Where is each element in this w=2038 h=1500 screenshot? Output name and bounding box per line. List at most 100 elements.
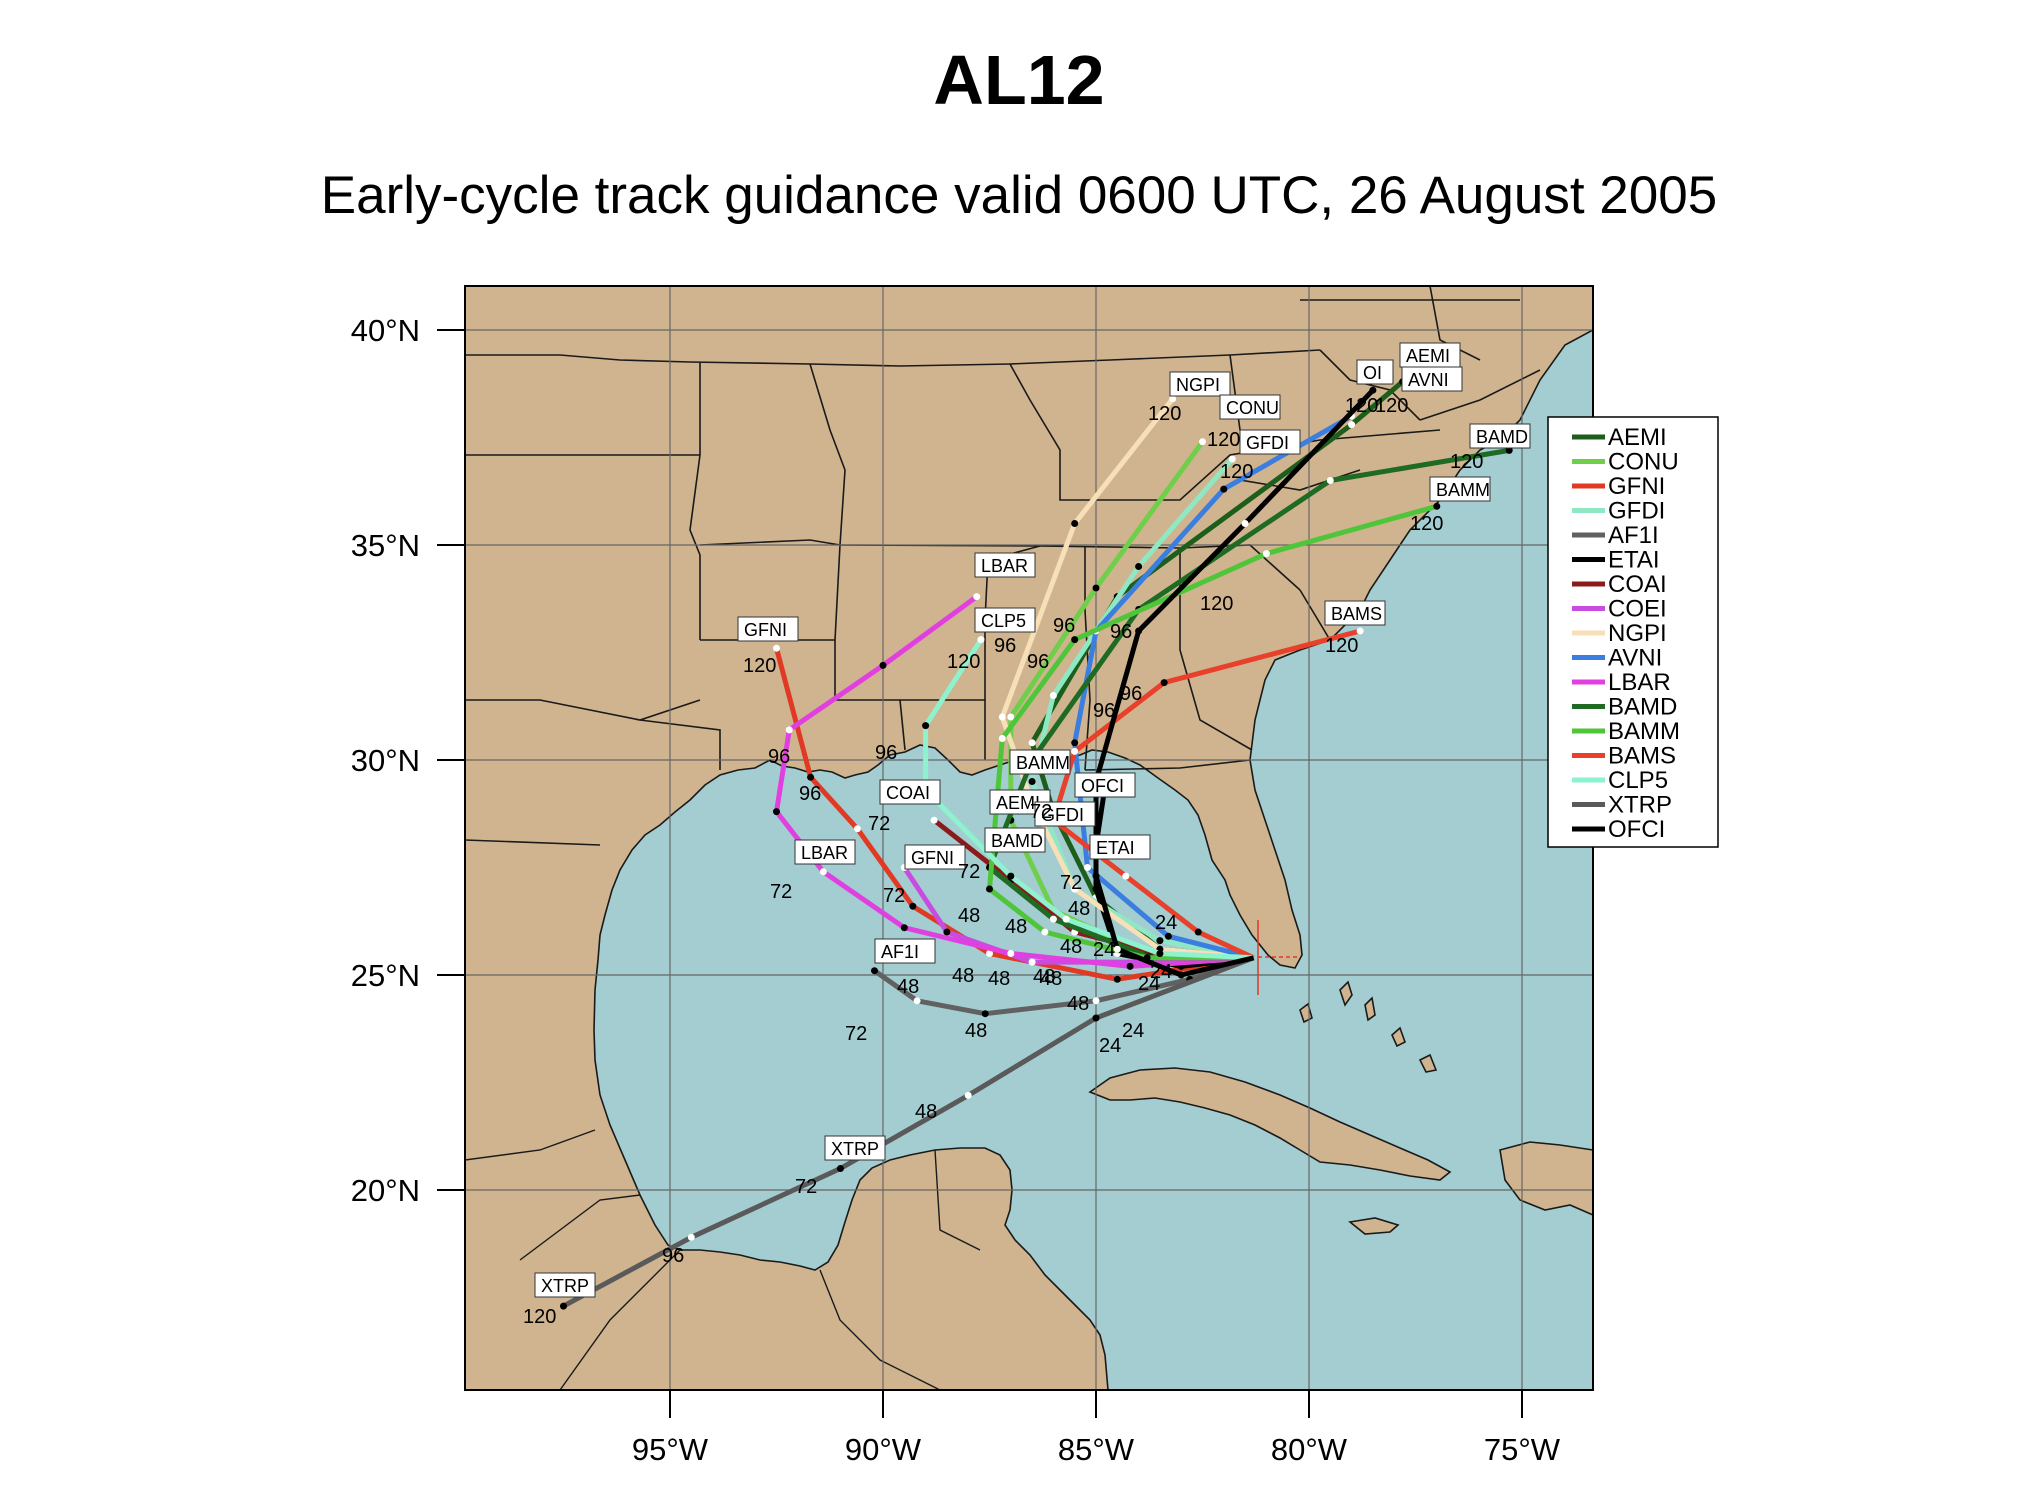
track-point <box>1113 945 1121 953</box>
forecast-hour-label: 96 <box>1093 700 1115 722</box>
track-label-text: OI <box>1363 363 1382 383</box>
legend-label: BAMM <box>1608 718 1680 745</box>
lon-label-95w: 95°W <box>632 1432 709 1467</box>
land-cuba <box>1088 1067 1452 1181</box>
track-label: BAMM <box>1009 749 1071 775</box>
legend-label: GFDI <box>1608 498 1665 525</box>
track-point <box>1369 386 1377 394</box>
track-label: CLP5 <box>974 607 1036 633</box>
legend-label: AVNI <box>1608 645 1662 672</box>
track-point <box>1092 1014 1100 1022</box>
track-point <box>909 902 917 910</box>
track-point <box>1028 739 1036 747</box>
forecast-hour-label: 48 <box>958 905 980 927</box>
track-point <box>1071 739 1079 747</box>
lat-label-25n: 25°N <box>351 958 420 993</box>
forecast-hour-label: 48 <box>1060 936 1082 958</box>
track-point <box>870 967 878 975</box>
forecast-hour-label: 96 <box>1120 683 1142 705</box>
track-point <box>773 644 780 652</box>
forecast-hour-label: 120 <box>1220 461 1253 483</box>
forecast-hour-label: 24 <box>1099 1035 1121 1057</box>
forecast-hour-label: 24 <box>1138 973 1160 995</box>
track-label: XTRP <box>824 1135 886 1161</box>
forecast-hour-label: 120 <box>1410 513 1443 535</box>
map-subtitle: Early-cycle track guidance valid 0600 UT… <box>320 166 1718 225</box>
track-point <box>998 735 1006 742</box>
forecast-hour-label: 48 <box>988 968 1010 990</box>
track-point <box>1007 713 1015 721</box>
track-point <box>913 997 921 1005</box>
forecast-hour-label: 72 <box>1060 872 1082 894</box>
forecast-hour-label: 96 <box>1027 651 1049 673</box>
legend-label: COEI <box>1608 596 1667 623</box>
track-point <box>943 928 951 936</box>
axis-ticks <box>437 329 1523 1418</box>
track-point <box>853 825 861 833</box>
forecast-hour-label: 48 <box>1067 993 1089 1015</box>
track-point <box>1135 563 1143 570</box>
forecast-hour-label: 120 <box>947 651 980 673</box>
track-label: LBAR <box>794 839 856 865</box>
track-label: OFCI <box>1074 772 1136 798</box>
track-point <box>998 713 1006 721</box>
forecast-hour-label: 120 <box>1450 451 1483 473</box>
track-point <box>1194 928 1202 936</box>
lon-label-80w: 80°W <box>1271 1432 1348 1467</box>
forecast-hour-label: 72 <box>845 1023 867 1045</box>
legend-label: COAI <box>1608 571 1667 598</box>
track-point <box>1092 872 1100 880</box>
forecast-hour-label: 72 <box>1030 801 1052 823</box>
track-point <box>1505 446 1513 454</box>
track-label-text: XTRP <box>831 1139 879 1159</box>
track-label-boxes: AEMI OI AVNI NGPI CONU GFDI BAMD BAMM LBAR CLP5 GF… <box>534 342 1531 1298</box>
track-point <box>1177 971 1185 979</box>
track-label: COAI <box>879 779 941 805</box>
track-label: GFDI <box>1034 801 1096 827</box>
track-point <box>1135 627 1143 635</box>
track-label: BAMM <box>1429 476 1491 502</box>
legend-label: XTRP <box>1608 792 1672 819</box>
track-label-text: GFDI <box>1041 805 1084 825</box>
forecast-hour-label: 120 <box>1200 593 1233 615</box>
lat-label-40n: 40°N <box>351 313 420 348</box>
track-point <box>1348 421 1356 429</box>
forecast-hour-label: 120 <box>1207 429 1240 451</box>
forecast-hour-label: 120 <box>1325 635 1358 657</box>
track-point <box>1160 679 1168 687</box>
track-point <box>1169 395 1177 403</box>
track-point <box>930 816 938 824</box>
track-label-text: ETAI <box>1096 838 1135 858</box>
track-point <box>1220 485 1228 493</box>
track-point <box>1122 872 1130 880</box>
track-label-text: CLP5 <box>981 611 1026 631</box>
forecast-hour-label: 120 <box>1148 403 1181 425</box>
track-label-text: GFNI <box>911 848 954 868</box>
forecast-hour-label: 96 <box>875 742 897 764</box>
track-point <box>1071 520 1079 527</box>
track-point <box>1049 915 1057 923</box>
forecast-hour-label: 72 <box>868 813 890 835</box>
track-point <box>1113 975 1121 983</box>
lon-label-90w: 90°W <box>845 1432 922 1467</box>
track-label-text: GFNI <box>744 620 787 640</box>
track-point <box>922 722 930 730</box>
forecast-hour-label: 72 <box>958 861 980 883</box>
track-point <box>879 661 887 669</box>
track-label: AEMI <box>1399 342 1461 368</box>
forecast-hour-label: 96 <box>994 635 1016 657</box>
track-xtrp <box>562 955 1255 1309</box>
map-title: AL12 <box>933 41 1105 119</box>
forecast-hour-label: 48 <box>915 1101 937 1123</box>
forecast-hour-label: 96 <box>1110 621 1132 643</box>
forecast-hour-label: 24 <box>1122 1020 1144 1042</box>
lat-label-35n: 35°N <box>351 528 420 563</box>
track-point <box>1092 997 1100 1005</box>
track-point <box>1326 477 1334 484</box>
track-label-text: LBAR <box>801 843 848 863</box>
track-point <box>1028 958 1036 966</box>
forecast-hour-label: 96 <box>768 746 790 768</box>
latitude-labels: 20°N 25°N 30°N 35°N 40°N <box>351 313 420 1208</box>
track-point <box>1007 950 1015 957</box>
forecast-hour-label: 48 <box>1040 968 1062 990</box>
